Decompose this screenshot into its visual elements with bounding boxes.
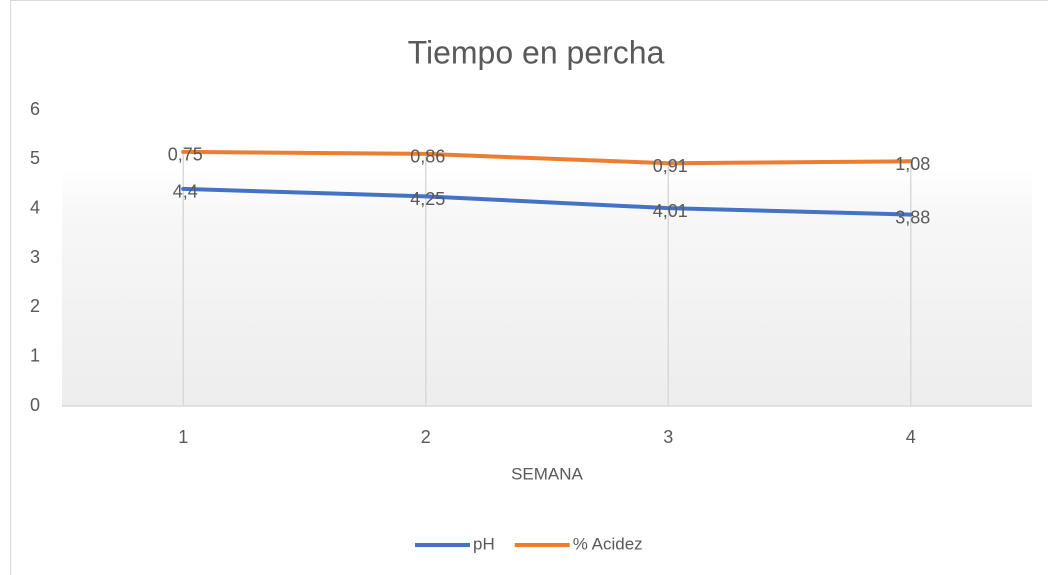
- y-tick-label: 0: [30, 395, 40, 415]
- x-tick-label: 4: [906, 427, 916, 447]
- x-tick-label: 1: [178, 427, 188, 447]
- y-tick-label: 2: [30, 296, 40, 316]
- data-label: 0,91: [653, 156, 688, 176]
- data-label: 4,01: [653, 201, 688, 221]
- chart-title: Tiempo en percha: [408, 34, 665, 70]
- x-tick-label: 3: [663, 427, 673, 447]
- data-label: 0,86: [410, 147, 445, 167]
- data-label: 1,08: [895, 154, 930, 174]
- line-series: [181, 186, 913, 217]
- y-tick-label: 6: [30, 99, 40, 119]
- data-label: 3,88: [895, 207, 930, 227]
- y-tick-label: 1: [30, 345, 40, 365]
- x-tick-label: 2: [421, 427, 431, 447]
- plot-background: [62, 170, 1032, 406]
- data-label: 0,75: [168, 145, 203, 165]
- data-label: 4,4: [173, 182, 198, 202]
- legend-label: % Acidez: [573, 534, 643, 553]
- y-tick-label: 3: [30, 247, 40, 267]
- line-series: [181, 149, 913, 166]
- legend-label: pH: [473, 534, 495, 553]
- y-tick-label: 4: [30, 197, 40, 217]
- x-axis-title: SEMANA: [511, 464, 583, 483]
- y-tick-label: 5: [30, 148, 40, 168]
- data-label: 4,25: [410, 189, 445, 209]
